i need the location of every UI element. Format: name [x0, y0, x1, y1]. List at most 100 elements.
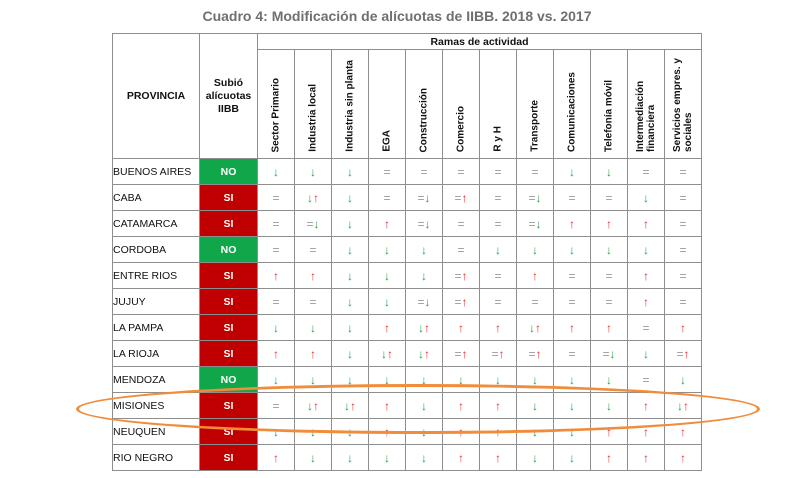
arrow-down-icon: ↓	[307, 398, 313, 413]
value-cell: =	[553, 340, 591, 367]
equal-icon: =	[676, 346, 684, 361]
table-row: ENTRE RIOS SI ↑ ↑ ↓ ↓ ↓ =↑ = ↑ = = ↑ =	[112, 262, 702, 289]
value-cell: =	[627, 158, 665, 185]
value-cell: ↑	[257, 262, 295, 289]
arrow-up-icon: ↑	[458, 450, 464, 465]
equal-icon: =	[568, 190, 576, 205]
arrow-down-icon: ↓	[643, 346, 649, 361]
arrow-up-icon: ↑	[683, 346, 690, 361]
value-cell: ↓	[553, 444, 591, 471]
value-cell: ↓	[368, 288, 406, 315]
arrow-down-icon: ↓	[347, 346, 353, 361]
rama-header: R y H	[479, 49, 517, 159]
value-cell: =↑	[442, 184, 480, 211]
arrow-down-icon: ↓	[347, 320, 353, 335]
value-cell: ↑	[627, 288, 665, 315]
equal-icon: =	[605, 268, 613, 283]
equal-icon: =	[306, 216, 314, 231]
value-cell: ↓	[331, 444, 369, 471]
value-cell: ↑	[294, 340, 332, 367]
value-cell: ↓	[479, 366, 517, 393]
value-cell: =	[479, 288, 517, 315]
value-cell: ↑	[627, 418, 665, 445]
arrow-up-icon: ↑	[384, 216, 390, 231]
value-cell: =↑	[664, 340, 702, 367]
arrow-down-icon: ↓	[421, 268, 427, 283]
value-cell: =↓	[405, 184, 443, 211]
value-cell: =	[553, 262, 591, 289]
value-cell: ↓	[627, 340, 665, 367]
equal-icon: =	[272, 242, 280, 257]
rama-header: Industria local	[294, 49, 332, 159]
arrow-down-icon: ↓	[384, 294, 390, 309]
table-row: CORDOBA NO = = ↓ ↓ ↓ = ↓ ↓ ↓ ↓ ↓ =	[112, 236, 702, 263]
arrow-up-icon: ↑	[535, 346, 542, 361]
subio-badge: SI	[199, 314, 258, 341]
value-cell: =↓	[294, 210, 332, 237]
subio-badge: SI	[199, 262, 258, 289]
value-cell: ↑	[368, 392, 406, 419]
table-row: CABA SI = ↓↑ ↓ = =↓ =↑ = =↓ = = ↓ =	[112, 184, 702, 211]
equal-icon: =	[494, 190, 502, 205]
table-row: RIO NEGRO SI ↑ ↓ ↓ ↓ ↓ ↑ ↑ ↓ ↓ ↑ ↑ ↑	[112, 444, 702, 471]
arrow-down-icon: ↓	[347, 216, 353, 231]
rama-header: Comunicaciones	[553, 49, 591, 159]
rama-header-label: Transporte	[529, 100, 541, 152]
value-cell: =	[553, 184, 591, 211]
value-cell: ↓	[553, 158, 591, 185]
arrow-down-icon: ↓	[532, 450, 538, 465]
subio-badge: SI	[199, 392, 258, 419]
equal-icon: =	[494, 216, 502, 231]
arrow-down-icon: ↓	[424, 294, 431, 309]
value-cell: ↑	[294, 262, 332, 289]
arrow-down-icon: ↓	[643, 190, 649, 205]
arrow-down-icon: ↓	[384, 242, 390, 257]
value-cell: ↑	[516, 262, 554, 289]
arrow-up-icon: ↑	[313, 398, 319, 413]
equal-icon: =	[568, 294, 576, 309]
rama-header: EGA	[368, 49, 406, 159]
value-cell: ↓↑	[368, 340, 406, 367]
table-row: CATAMARCA SI = =↓ ↓ ↑ =↓ = = =↓ ↑ ↑ ↑ =	[112, 210, 702, 237]
value-cell: ↓	[331, 184, 369, 211]
arrow-down-icon: ↓	[307, 190, 313, 205]
arrow-down-icon: ↓	[347, 190, 353, 205]
rama-header: Sector Primario	[257, 49, 295, 159]
equal-icon: =	[383, 164, 391, 179]
value-cell: ↓	[516, 392, 554, 419]
rama-header-label: Servicios empres. y sociales	[672, 58, 694, 152]
value-cell: ↑	[627, 392, 665, 419]
value-cell: ↓	[331, 288, 369, 315]
equal-icon: =	[309, 294, 317, 309]
value-cell: =	[664, 288, 702, 315]
arrow-up-icon: ↑	[643, 294, 649, 309]
rama-header-label: Construcción	[418, 87, 430, 152]
arrow-down-icon: ↓	[677, 398, 683, 413]
arrow-up-icon: ↑	[643, 398, 649, 413]
value-cell: ↓	[553, 392, 591, 419]
arrow-up-icon: ↑	[384, 424, 390, 439]
arrow-up-icon: ↑	[310, 268, 316, 283]
value-cell: =↓	[405, 288, 443, 315]
rama-header: Intermediación financiera	[627, 49, 665, 159]
arrow-down-icon: ↓	[347, 242, 353, 257]
value-cell: =	[627, 314, 665, 341]
arrow-down-icon: ↓	[418, 320, 424, 335]
provincia-cell: NEUQUEN	[112, 418, 200, 445]
provincia-cell: LA RIOJA	[112, 340, 200, 367]
value-cell: ↓	[405, 418, 443, 445]
equal-icon: =	[602, 346, 610, 361]
value-cell: ↓	[553, 418, 591, 445]
value-cell: =	[590, 184, 628, 211]
subio-badge: SI	[199, 418, 258, 445]
value-cell: =↓	[516, 184, 554, 211]
value-cell: ↓	[331, 210, 369, 237]
value-cell: ↑	[590, 314, 628, 341]
arrow-up-icon: ↑	[680, 424, 686, 439]
arrow-down-icon: ↓	[532, 372, 538, 387]
value-cell: ↓	[405, 392, 443, 419]
rama-header-label: EGA	[381, 130, 393, 152]
rama-header: Telefonía móvil	[590, 49, 628, 159]
provincia-cell: CATAMARCA	[112, 210, 200, 237]
value-cell: =↑	[442, 262, 480, 289]
